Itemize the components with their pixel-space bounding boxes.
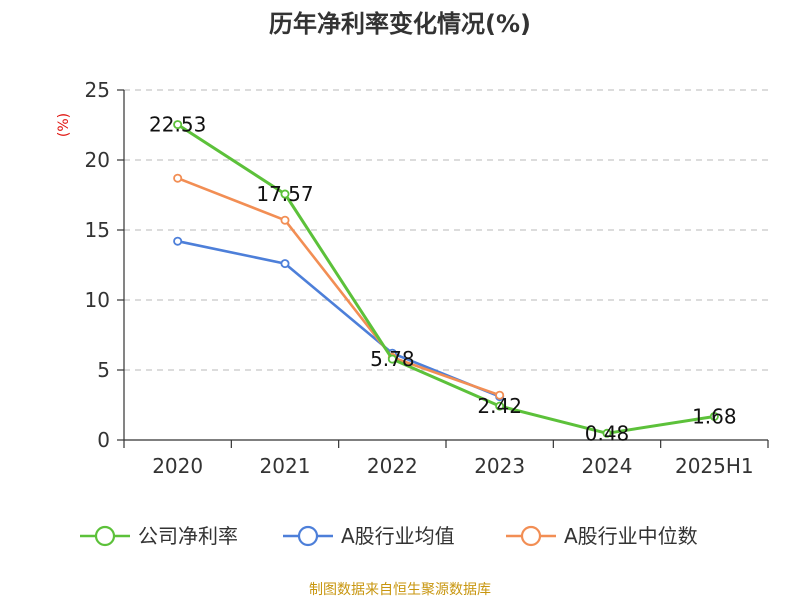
x-tick-label: 2020 bbox=[152, 454, 203, 478]
legend-label: A股行业中位数 bbox=[564, 524, 698, 548]
data-point bbox=[495, 401, 505, 411]
y-tick-label: 10 bbox=[85, 288, 110, 312]
legend-label: A股行业均值 bbox=[341, 524, 455, 548]
x-tick-label: 2025H1 bbox=[675, 454, 754, 478]
data-labels: 22.53 17.57 5.78 2.42 0.48 1.68 bbox=[149, 113, 737, 446]
data-point bbox=[173, 236, 183, 246]
data-point bbox=[173, 173, 183, 183]
legend-swatch-marker bbox=[297, 525, 319, 547]
y-tick-label: 25 bbox=[85, 78, 110, 102]
series-line-1 bbox=[177, 239, 501, 398]
y-tick-label: 5 bbox=[97, 358, 110, 382]
x-tick-label: 2024 bbox=[582, 454, 633, 478]
data-point bbox=[280, 259, 290, 269]
chart-title: 历年净利率变化情况(%) bbox=[269, 10, 531, 38]
data-point bbox=[280, 189, 290, 199]
series-line-2 bbox=[177, 176, 501, 397]
data-point bbox=[387, 354, 397, 364]
y-tick-label: 20 bbox=[85, 148, 110, 172]
series-lines bbox=[173, 120, 719, 438]
legend-item-2[interactable]: A股行业中位数 bbox=[506, 524, 698, 548]
y-axis-label: (%) bbox=[56, 113, 72, 137]
axes: 0 5 10 15 20 25 2020 2021 2022 2023 2024 2025H1 bbox=[85, 78, 769, 478]
legend-swatch-marker bbox=[520, 525, 542, 547]
data-label: 5.78 bbox=[370, 347, 415, 371]
grid-lines bbox=[124, 89, 768, 371]
y-tick-label: 0 bbox=[97, 428, 110, 452]
x-tick-label: 2023 bbox=[474, 454, 525, 478]
series-line-0 bbox=[176, 123, 715, 435]
legend-item-1[interactable]: A股行业均值 bbox=[283, 524, 455, 548]
y-tick-label: 15 bbox=[85, 218, 110, 242]
x-tick-label: 2021 bbox=[260, 454, 311, 478]
x-tick-label: 2022 bbox=[367, 454, 418, 478]
data-label: 22.53 bbox=[149, 113, 206, 137]
data-label: 17.57 bbox=[256, 182, 313, 206]
legend-label: 公司净利率 bbox=[138, 524, 238, 548]
data-point bbox=[709, 411, 719, 421]
legend-swatch-marker bbox=[94, 525, 116, 547]
data-label: 0.48 bbox=[585, 421, 630, 445]
data-point bbox=[280, 215, 290, 225]
data-label: 2.42 bbox=[477, 394, 522, 418]
data-point bbox=[602, 428, 612, 438]
data-label: 1.68 bbox=[692, 404, 737, 428]
legend: 公司净利率 A股行业均值 A股行业中位数 bbox=[80, 524, 698, 548]
data-point bbox=[173, 120, 183, 130]
source-note: 制图数据来自恒生聚源数据库 bbox=[309, 582, 491, 598]
data-point bbox=[495, 390, 505, 400]
legend-item-0[interactable]: 公司净利率 bbox=[80, 524, 238, 548]
